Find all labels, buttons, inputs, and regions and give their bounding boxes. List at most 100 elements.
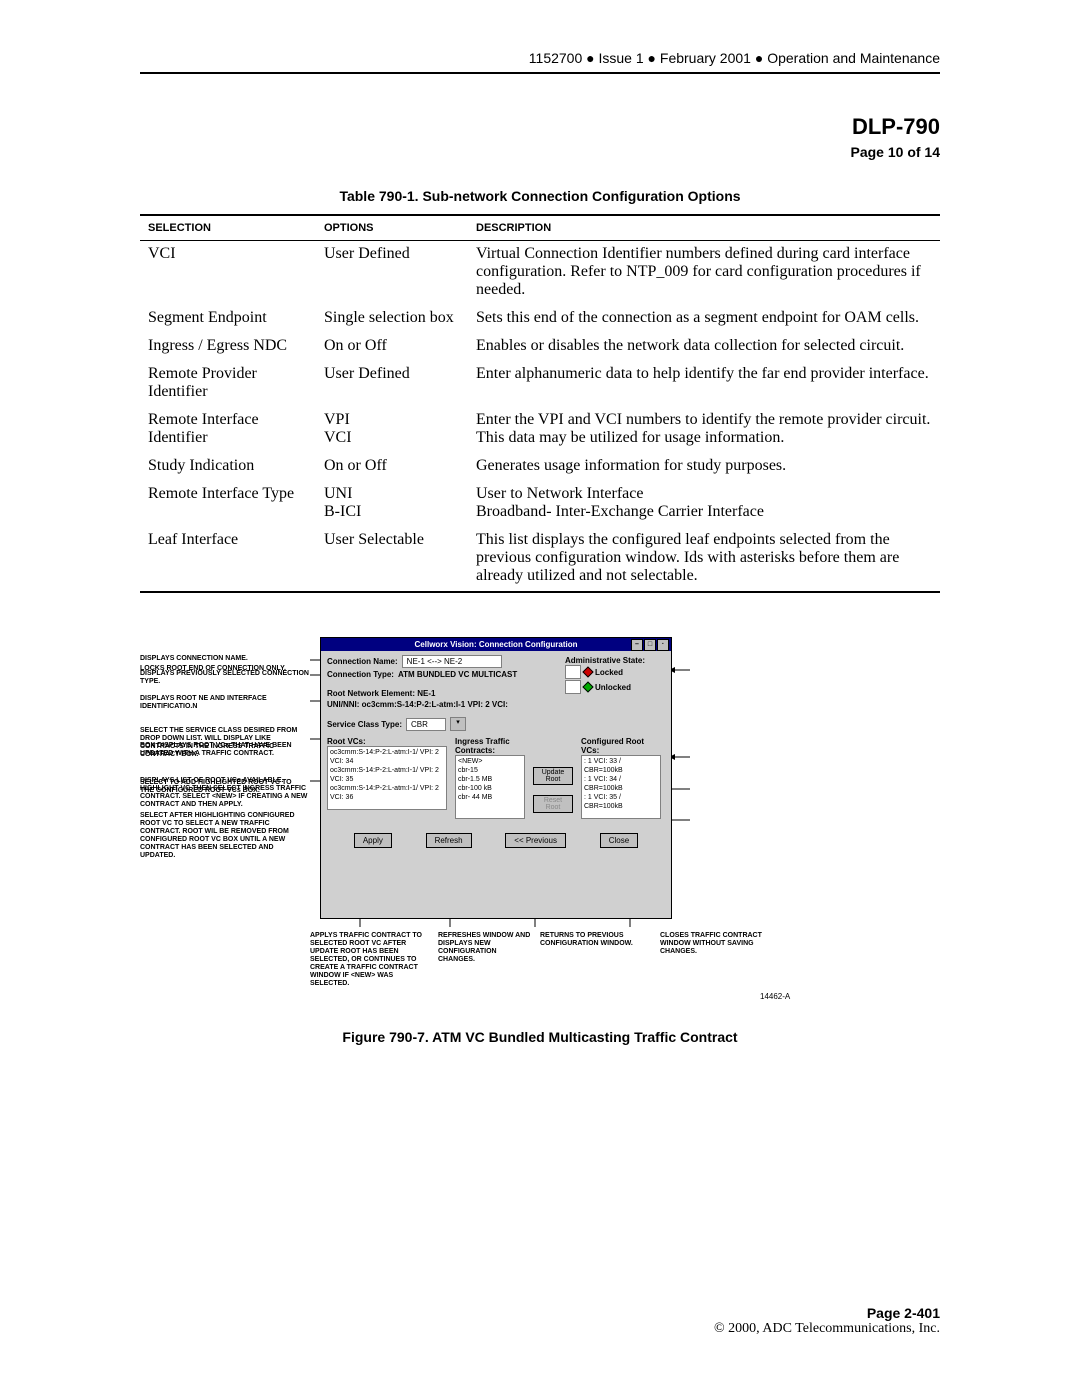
table-cell: Virtual Connection Identifier numbers de… [468,241,940,306]
root-vcs-list[interactable]: oc3cmm:S-14:P-2:L-atm:I-1/ VPI: 2 VCI: 3… [327,746,447,810]
close-button[interactable]: Close [600,833,638,848]
table-cell: Remote Interface Type [140,481,316,527]
refresh-button[interactable]: Refresh [426,833,472,848]
table-cell: Enter alphanumeric data to help identify… [468,361,940,407]
list-item[interactable]: oc3cmm:S-14:P-2:L-atm:I-1/ VPI: 2 VCI: 3… [330,748,444,766]
figure-caption: Figure 790-7. ATM VC Bundled Multicastin… [140,1029,940,1045]
table-row: Segment EndpointSingle selection boxSets… [140,305,940,333]
table-cell: Remote Provider Identifier [140,361,316,407]
unlocked-icon [565,680,581,694]
update-root-button[interactable]: Update Root [533,767,573,785]
table-cell: Sets this end of the connection as a seg… [468,305,940,333]
close-icon[interactable]: · [657,639,669,651]
unlocked-radio-icon[interactable] [582,681,593,692]
list-item[interactable]: cbr-100 kB [458,784,522,793]
table-caption: Table 790-1. Sub-network Connection Conf… [140,188,940,204]
table-cell: Generates usage information for study pu… [468,453,940,481]
conn-type-value: ATM BUNDLED VC MULTICAST [398,670,517,679]
config-window: Cellworx Vision: Connection Configuratio… [320,637,672,919]
table-cell: Segment Endpoint [140,305,316,333]
table-cell: VPIVCI [316,407,468,453]
header-rule [140,72,940,74]
table-row: Remote Interface IdentifierVPIVCIEnter t… [140,407,940,453]
col-selection: Selection [140,215,316,241]
date: February 2001 [660,50,751,66]
table-cell: User Defined [316,361,468,407]
previous-button[interactable]: << Previous [505,833,566,848]
unlocked-label: Unlocked [595,683,631,692]
ingress-list[interactable]: <NEW>cbr-15cbr-1.5 MBcbr-100 kBcbr- 44 M… [455,755,525,819]
annot-refresh: REFRESHES WINDOW AND DISPLAYS NEW CONFIG… [438,932,533,964]
uni-nni-label: UNI/NNI: oc3cmm:S-14:P-2:L-atm:I-1 VPI: … [327,700,665,709]
running-header: 1152700 ● Issue 1 ● February 2001 ● Oper… [140,50,940,66]
annot-update-root: SELECT TO ADD HIGHLIGHTED ROOT VC TO THE… [140,779,300,795]
table-cell: User Defined [316,241,468,306]
list-item[interactable]: : 1 VCI: 34 / CBR=100kB [584,775,658,793]
table-cell: This list displays the configured leaf e… [468,527,940,592]
table-cell: Leaf Interface [140,527,316,592]
dropdown-icon[interactable]: ▾ [450,717,466,731]
locked-icon [565,665,581,679]
window-body: Connection Name: NE-1 <--> NE-2 Connecti… [321,651,671,848]
svc-class-field[interactable]: CBR [406,718,446,731]
footer-page: Page 2-401 [714,1305,940,1321]
maximize-icon[interactable]: □ [644,639,656,651]
figure-area: DISPLAYS CONNECTION NAME. DISPLAYS PREVI… [140,637,940,1017]
window-title: Cellworx Vision: Connection Configuratio… [415,640,578,649]
list-item[interactable]: cbr-15 [458,766,522,775]
table-row: Study IndicationOn or OffGenerates usage… [140,453,940,481]
annot-reset-root: SELECT AFTER HIGHLIGHTING CONFIGURED ROO… [140,812,300,860]
page-of: Page 10 of 14 [140,144,940,160]
config-options-table: Selection Options Description VCIUser De… [140,214,940,593]
figure-number: 14462-A [760,992,940,1017]
table-row: Ingress / Egress NDCOn or OffEnables or … [140,333,940,361]
svc-class-label: Service Class Type: [327,720,402,729]
conn-type-label: Connection Type: [327,670,394,679]
window-titlebar: Cellworx Vision: Connection Configuratio… [321,638,671,651]
page-container: 1152700 ● Issue 1 ● February 2001 ● Oper… [0,0,1080,1397]
table-cell: Single selection box [316,305,468,333]
list-item[interactable]: : 1 VCI: 33 / CBR=100kB [584,757,658,775]
list-item[interactable]: cbr- 44 MB [458,793,522,802]
table-cell: VCI [140,241,316,306]
locked-label: Locked [595,668,623,677]
table-row: Remote Provider IdentifierUser DefinedEn… [140,361,940,407]
annot-locked: LOCKS ROOT END OF CONNECTION ONLY. [140,665,300,673]
configured-label: Configured Root VCs: [581,737,661,755]
table-cell: User to Network InterfaceBroadband- Inte… [468,481,940,527]
table-cell: User Selectable [316,527,468,592]
table-cell: Enables or disables the network data col… [468,333,940,361]
minimize-icon[interactable]: – [631,639,643,651]
annot-apply: APPLYS TRAFFIC CONTRACT TO SELECTED ROOT… [310,932,430,988]
table-row: VCIUser DefinedVirtual Connection Identi… [140,241,940,306]
issue: Issue 1 [599,50,644,66]
annot-previous: RETURNS TO PREVIOUS CONFIGURATION WINDOW… [540,932,650,948]
list-item[interactable]: oc3cmm:S-14:P-2:L-atm:I-1/ VPI: 2 VCI: 3… [330,784,444,802]
doc-number: 1152700 [529,50,582,66]
list-item[interactable]: : 1 VCI: 35 / CBR=100kB [584,793,658,811]
locked-radio-icon[interactable] [582,666,593,677]
footer-copyright: © 2000, ADC Telecommunications, Inc. [714,1321,940,1337]
conn-name-label: Connection Name: [327,657,398,666]
conn-name-field[interactable]: NE-1 <--> NE-2 [402,655,502,668]
reset-root-button[interactable]: Reset Root [533,795,573,813]
table-cell: UNIB-ICI [316,481,468,527]
apply-button[interactable]: Apply [354,833,392,848]
section: Operation and Maintenance [767,50,940,66]
col-options: Options [316,215,468,241]
table-cell: Enter the VPI and VCI numbers to identif… [468,407,940,453]
list-item[interactable]: oc3cmm:S-14:P-2:L-atm:I-1/ VPI: 2 VCI: 3… [330,766,444,784]
table-cell: On or Off [316,333,468,361]
table-cell: Remote Interface Identifier [140,407,316,453]
annot-conn-name: DISPLAYS CONNECTION NAME. [140,655,310,663]
configured-list[interactable]: : 1 VCI: 33 / CBR=100kB: 1 VCI: 34 / CBR… [581,755,661,819]
table-cell: Ingress / Egress NDC [140,333,316,361]
root-vcs-label: Root VCs: [327,737,447,746]
admin-state-area: Administrative State: Locked Unlocked [565,656,665,695]
col-description: Description [468,215,940,241]
ingress-label: Ingress Traffic Contracts: [455,737,525,755]
annot-root-ne: DISPLAYS ROOT NE AND INTERFACE IDENTIFIC… [140,695,310,711]
list-item[interactable]: <NEW> [458,757,522,766]
list-item[interactable]: cbr-1.5 MB [458,775,522,784]
annot-close: CLOSES TRAFFIC CONTRACT WINDOW WITHOUT S… [660,932,790,956]
